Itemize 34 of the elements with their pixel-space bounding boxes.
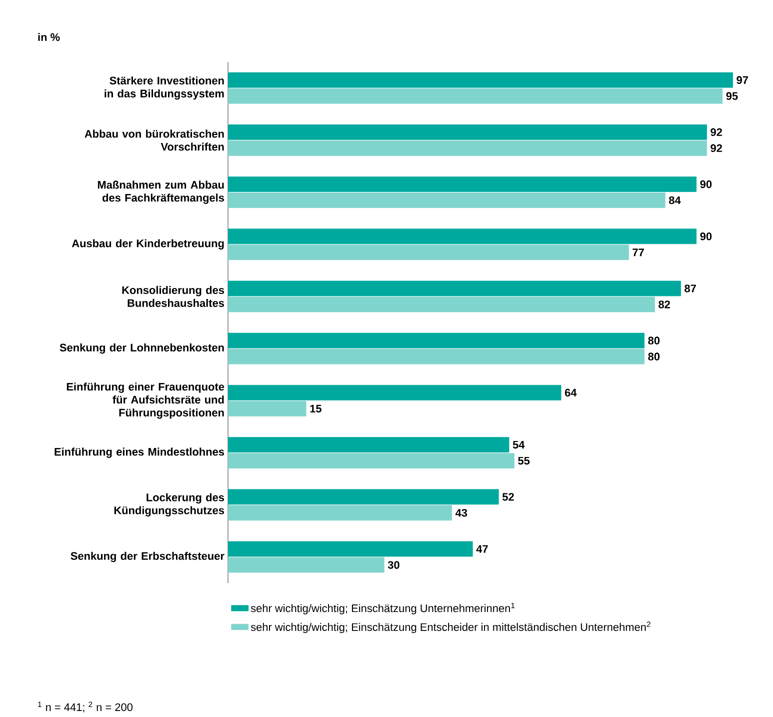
y-tick-label: Einführung eines Mindestlohnes — [54, 448, 224, 458]
y-tick-label: Abbau von bürokratischen Vorschriften — [84, 130, 224, 151]
y-tick-label: Maßnahmen zum Abbau des Fachkräftemangels — [98, 180, 224, 204]
data-label: 80 — [648, 336, 660, 344]
data-label: 54 — [512, 440, 525, 449]
y-tick-label: Einführung einer Frauenquote für Aufsichtsräte und Führungspositionen — [66, 382, 224, 419]
data-label: 90 — [700, 232, 712, 240]
text: in % — [38, 32, 60, 41]
data-label: 97 — [736, 76, 748, 84]
data-label: 82 — [658, 300, 670, 308]
y-tick-label: Senkung der Erbschaftsteuer — [70, 552, 224, 562]
text: $^{1}$ n = 441; $^{2}$ n = 200 — [38, 702, 133, 712]
y-tick-label: Lockerung des Kündigungsschutzes — [114, 493, 224, 516]
data-label: 90 — [700, 180, 712, 188]
data-label: 84 — [668, 196, 681, 204]
y-tick-label: Ausbau der Kinderbetreuung — [72, 239, 224, 250]
data-label: 55 — [518, 456, 530, 465]
data-label: 64 — [564, 388, 577, 397]
data-label: 15 — [310, 404, 322, 412]
data-label: 47 — [476, 545, 488, 553]
y-tick-label: Senkung der Lohnnebenkosten — [60, 343, 224, 354]
y-tick-label: Stärkere Investitionen in das Bildungssystem — [104, 76, 224, 100]
data-label: 43 — [455, 508, 468, 517]
data-label: 77 — [632, 248, 644, 256]
data-label: 52 — [502, 492, 514, 501]
data-label: 95 — [726, 92, 738, 100]
legend-label: sehr wichtig/wichtig; Einschätzung Unternehmerinnen$^{1}$ — [250, 602, 515, 614]
data-label: 30 — [388, 561, 400, 569]
data-label: 92 — [710, 128, 722, 136]
data-label: 87 — [684, 284, 696, 292]
data-label: 92 — [710, 144, 722, 152]
data-label: 80 — [648, 352, 660, 360]
y-tick-label: Konsolidierung des Bundeshaushaltes — [122, 286, 224, 307]
legend-label: sehr wichtig/wichtig; Einschätzung Entscheider in mittelständischen Unternehmen$^{2}$ — [250, 622, 650, 634]
